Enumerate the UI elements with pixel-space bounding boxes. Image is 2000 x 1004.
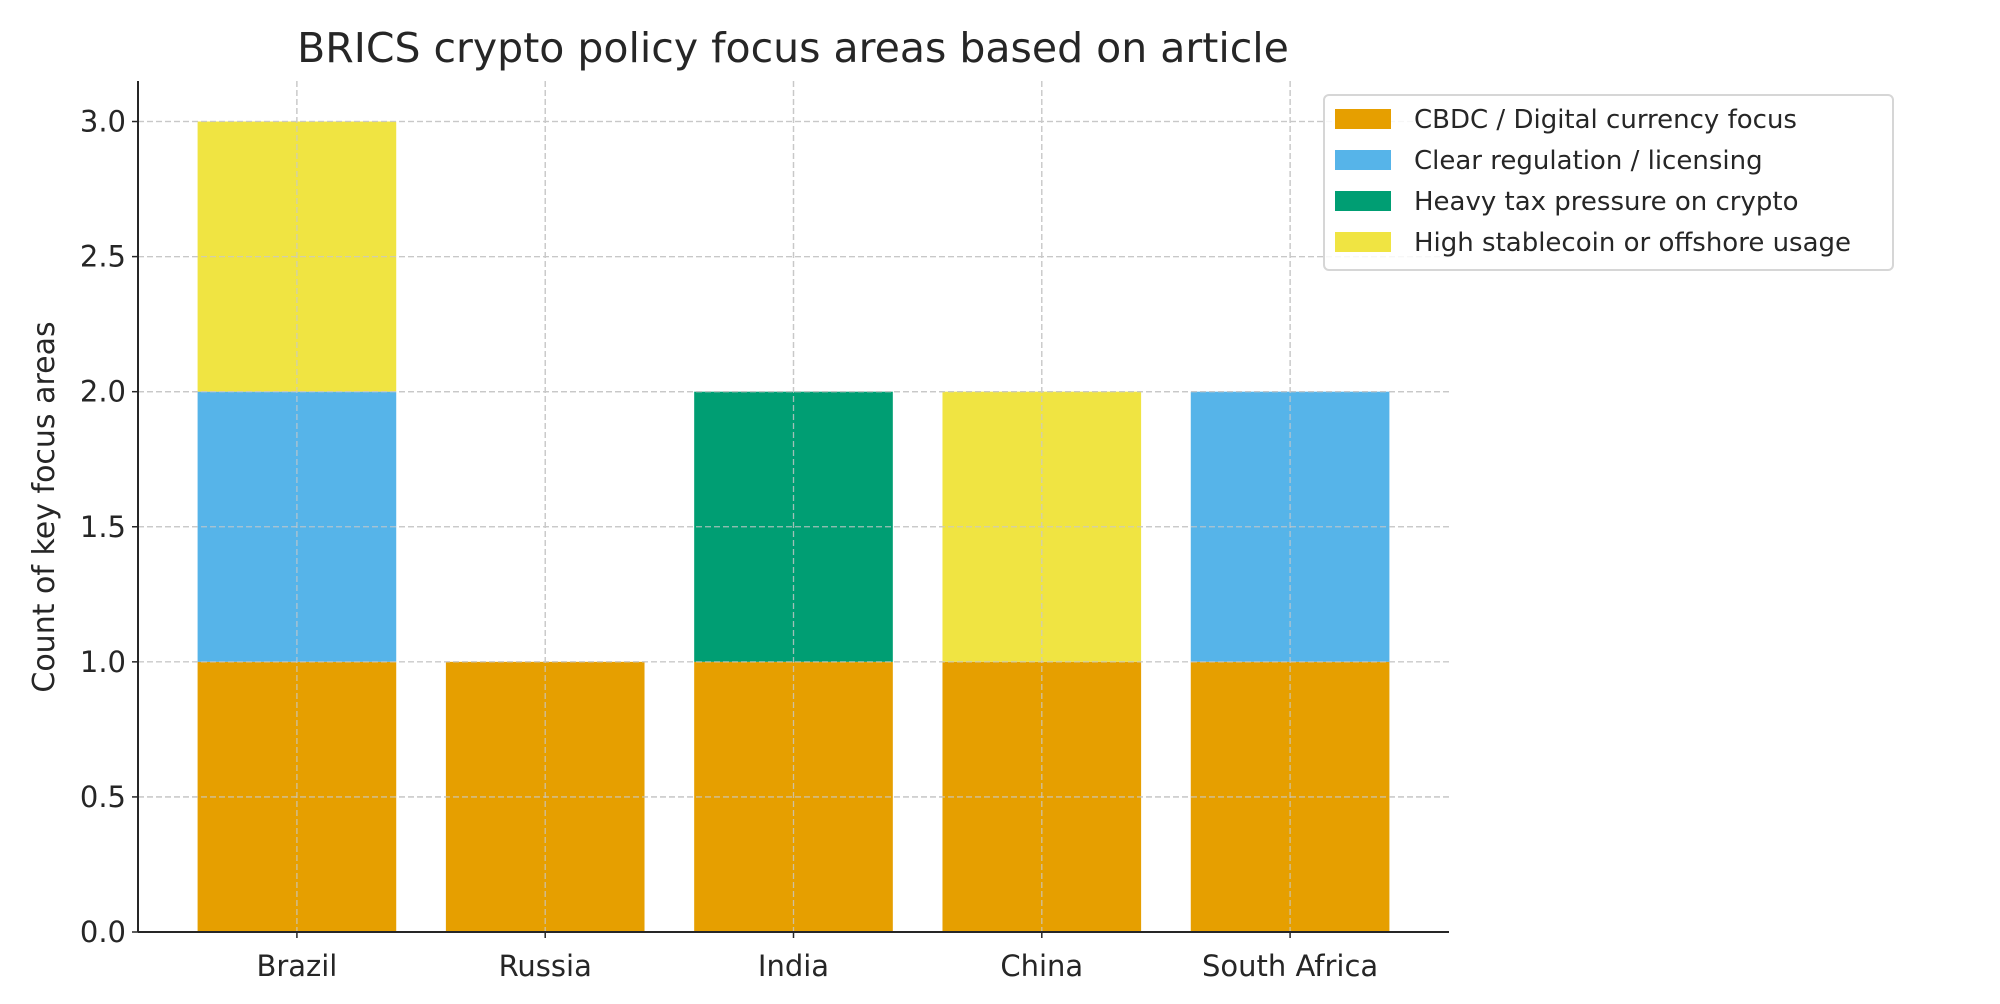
y-tick-label: 0.0 — [80, 915, 126, 949]
legend-swatch — [1335, 232, 1391, 252]
x-tick-label: China — [1000, 949, 1083, 983]
y-tick-label: 1.0 — [80, 645, 126, 679]
legend-swatch — [1335, 150, 1391, 170]
y-tick-label: 3.0 — [80, 105, 126, 139]
legend-label: CBDC / Digital currency focus — [1414, 105, 1797, 135]
x-tick-label: Brazil — [256, 949, 337, 983]
y-tick-label: 2.0 — [80, 375, 126, 409]
legend-swatch — [1335, 109, 1391, 129]
x-tick-label: South Africa — [1202, 949, 1378, 983]
axes: 0.0 0.5 1.0 1.5 2.0 2.5 3.0 Brazil Russia India Ch… — [80, 81, 1449, 983]
legend-label: Clear regulation / licensing — [1414, 146, 1763, 176]
legend-label: High stablecoin or offshore usage — [1414, 228, 1851, 258]
legend: CBDC / Digital currency focus Clear regul… — [1323, 94, 1894, 271]
legend-box — [1323, 94, 1894, 271]
x-tick-label: Russia — [499, 949, 592, 983]
x-tick-label: India — [758, 949, 829, 983]
chart-title: BRICS crypto policy focus areas based on… — [297, 24, 1289, 72]
legend-swatch — [1335, 191, 1391, 211]
y-axis-label: Count of key focus areas — [27, 321, 62, 692]
bars — [138, 81, 1449, 933]
y-tick-label: 1.5 — [80, 510, 126, 544]
legend-label: Heavy tax pressure on crypto — [1414, 187, 1799, 217]
y-tick-label: 0.5 — [80, 780, 126, 814]
y-tick-label: 2.5 — [80, 240, 126, 274]
